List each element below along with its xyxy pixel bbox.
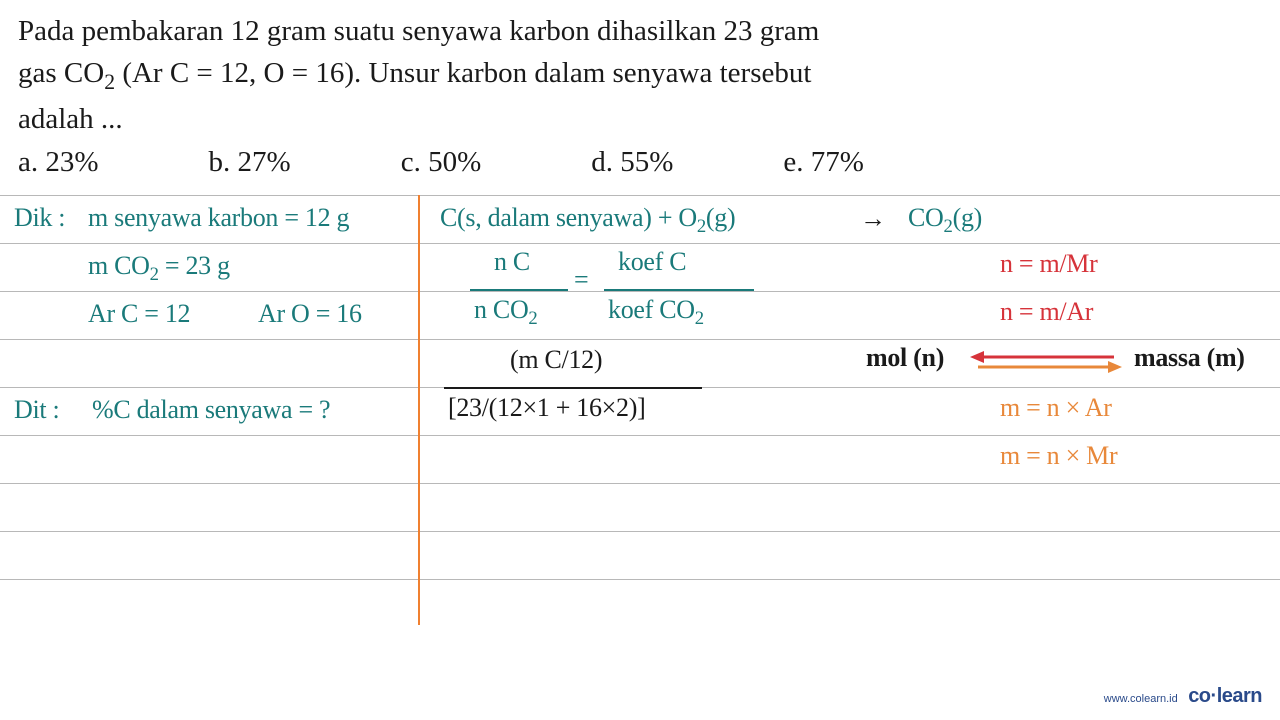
question-block: Pada pembakaran 12 gram suatu senyawa ka… — [0, 0, 1280, 140]
option-d: d. 55% — [591, 146, 673, 179]
formula-n-ar: n = m/Ar — [1000, 297, 1093, 327]
vertical-divider — [418, 195, 420, 625]
ruled-line — [0, 243, 1280, 244]
dik-label: Dik : — [14, 203, 65, 233]
work-area: Dik : m senyawa karbon = 12 g m CO2 = 23… — [0, 195, 1280, 625]
ruled-line — [0, 195, 1280, 196]
frac1-line-right — [604, 289, 754, 291]
dik-line1: m senyawa karbon = 12 g — [88, 203, 349, 233]
frac2-top: (m C/12) — [510, 345, 602, 375]
formula-n-mr: n = m/Mr — [1000, 249, 1098, 279]
formula-m-ar: m = n × Ar — [1000, 393, 1112, 423]
frac2-line — [444, 387, 702, 389]
ruled-line — [0, 483, 1280, 484]
frac1-line-left — [470, 289, 568, 291]
footer-brand: www.colearn.id co·learn — [1104, 685, 1262, 708]
reaction-arrow: → — [860, 203, 886, 234]
footer-url: www.colearn.id — [1104, 693, 1178, 705]
ruled-line — [0, 291, 1280, 292]
ruled-line — [0, 579, 1280, 580]
footer-logo: co·learn — [1188, 685, 1262, 707]
massa-label: massa (m) — [1134, 343, 1245, 373]
dit-label: Dit : — [14, 395, 59, 425]
frac1-bot-right: koef CO2 — [608, 295, 704, 330]
dik-line3a: Ar C = 12 — [88, 299, 190, 329]
option-c: c. 50% — [401, 146, 482, 179]
equation: C(s, dalam senyawa) + O2(g) — [440, 203, 735, 238]
frac1-equals: = — [574, 265, 588, 295]
question-line3: adalah ... — [18, 98, 1262, 140]
dit-body: %C dalam senyawa = ? — [92, 395, 330, 425]
ruled-line — [0, 531, 1280, 532]
frac2-bot: [23/(12×1 + 16×2)] — [448, 393, 645, 423]
question-line2: gas CO2 (Ar C = 12, O = 16). Unsur karbo… — [18, 52, 1262, 98]
question-line1: Pada pembakaran 12 gram suatu senyawa ka… — [18, 10, 1262, 52]
equation-product: CO2(g) — [908, 203, 982, 238]
mol-label: mol (n) — [866, 343, 944, 373]
ruled-line — [0, 339, 1280, 340]
frac1-top-left: n C — [494, 247, 530, 277]
option-e: e. 77% — [783, 146, 864, 179]
frac1-bot-left: n CO2 — [474, 295, 537, 330]
formula-m-mr: m = n × Mr — [1000, 441, 1117, 471]
dik-line3b: Ar O = 16 — [258, 299, 362, 329]
option-a: a. 23% — [18, 146, 99, 179]
ruled-line — [0, 435, 1280, 436]
option-b: b. 27% — [209, 146, 291, 179]
frac1-top-right: koef C — [618, 247, 686, 277]
options-row: a. 23% b. 27% c. 50% d. 55% e. 77% — [0, 140, 1280, 189]
dik-line2: m CO2 = 23 g — [88, 251, 230, 286]
double-arrow-icon — [966, 345, 1126, 379]
